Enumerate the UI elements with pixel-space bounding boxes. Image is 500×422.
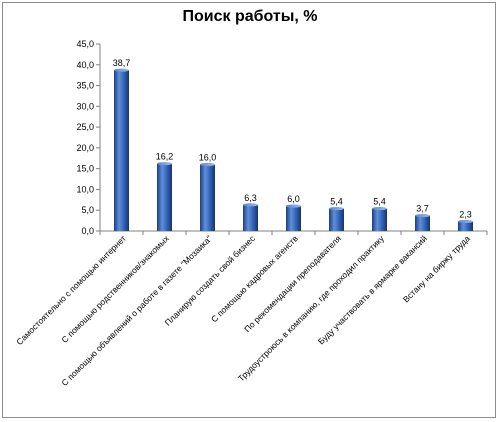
y-tick-label: 45,0	[76, 39, 94, 49]
bar	[329, 208, 344, 231]
bar	[114, 70, 129, 232]
data-label: 5,4	[330, 197, 343, 207]
bar-cap	[372, 206, 387, 211]
bar-cap	[243, 203, 258, 207]
bar	[372, 208, 387, 231]
bar	[243, 204, 258, 231]
bars	[114, 68, 473, 232]
data-label: 3,7	[416, 204, 429, 214]
data-label: 5,4	[373, 197, 386, 207]
bar	[458, 221, 473, 231]
category-label: С помощью кадровых агенств	[209, 233, 300, 324]
data-label: 6,0	[287, 194, 300, 204]
y-tick-label: 15,0	[76, 164, 94, 174]
category-label: С помощью объявлений о работе в газете "…	[59, 233, 214, 388]
bar-cap	[286, 204, 301, 208]
y-tick-label: 30,0	[76, 101, 94, 111]
y-tick-label: 25,0	[76, 122, 94, 132]
bar-cap	[157, 162, 172, 166]
data-label: 6,3	[244, 193, 257, 203]
y-tick-label: 35,0	[76, 81, 94, 91]
bar	[157, 163, 172, 231]
data-label: 16,0	[199, 153, 217, 163]
bar	[200, 164, 215, 231]
bar-cap	[329, 206, 344, 211]
data-label: 16,2	[156, 152, 174, 162]
y-tick-label: 10,0	[76, 184, 94, 194]
bar-cap	[200, 162, 215, 167]
chart-title: Поиск работы, %	[182, 8, 318, 25]
category-label: Планирую создать свой бизнес	[163, 233, 258, 328]
bar-cap	[415, 214, 430, 218]
y-tick-label: 5,0	[81, 205, 94, 215]
category-label: Трудоустроюсь в компанию, где проходил п…	[236, 233, 387, 384]
bar-cap	[458, 219, 473, 224]
data-label: 2,3	[459, 209, 472, 219]
bar	[415, 215, 430, 231]
y-tick-label: 40,0	[76, 60, 94, 70]
y-tick-label: 0,0	[81, 226, 94, 236]
y-tick-label: 20,0	[76, 143, 94, 153]
data-label: 38,7	[113, 58, 131, 68]
bar-cap	[114, 68, 129, 72]
bar	[286, 206, 301, 231]
